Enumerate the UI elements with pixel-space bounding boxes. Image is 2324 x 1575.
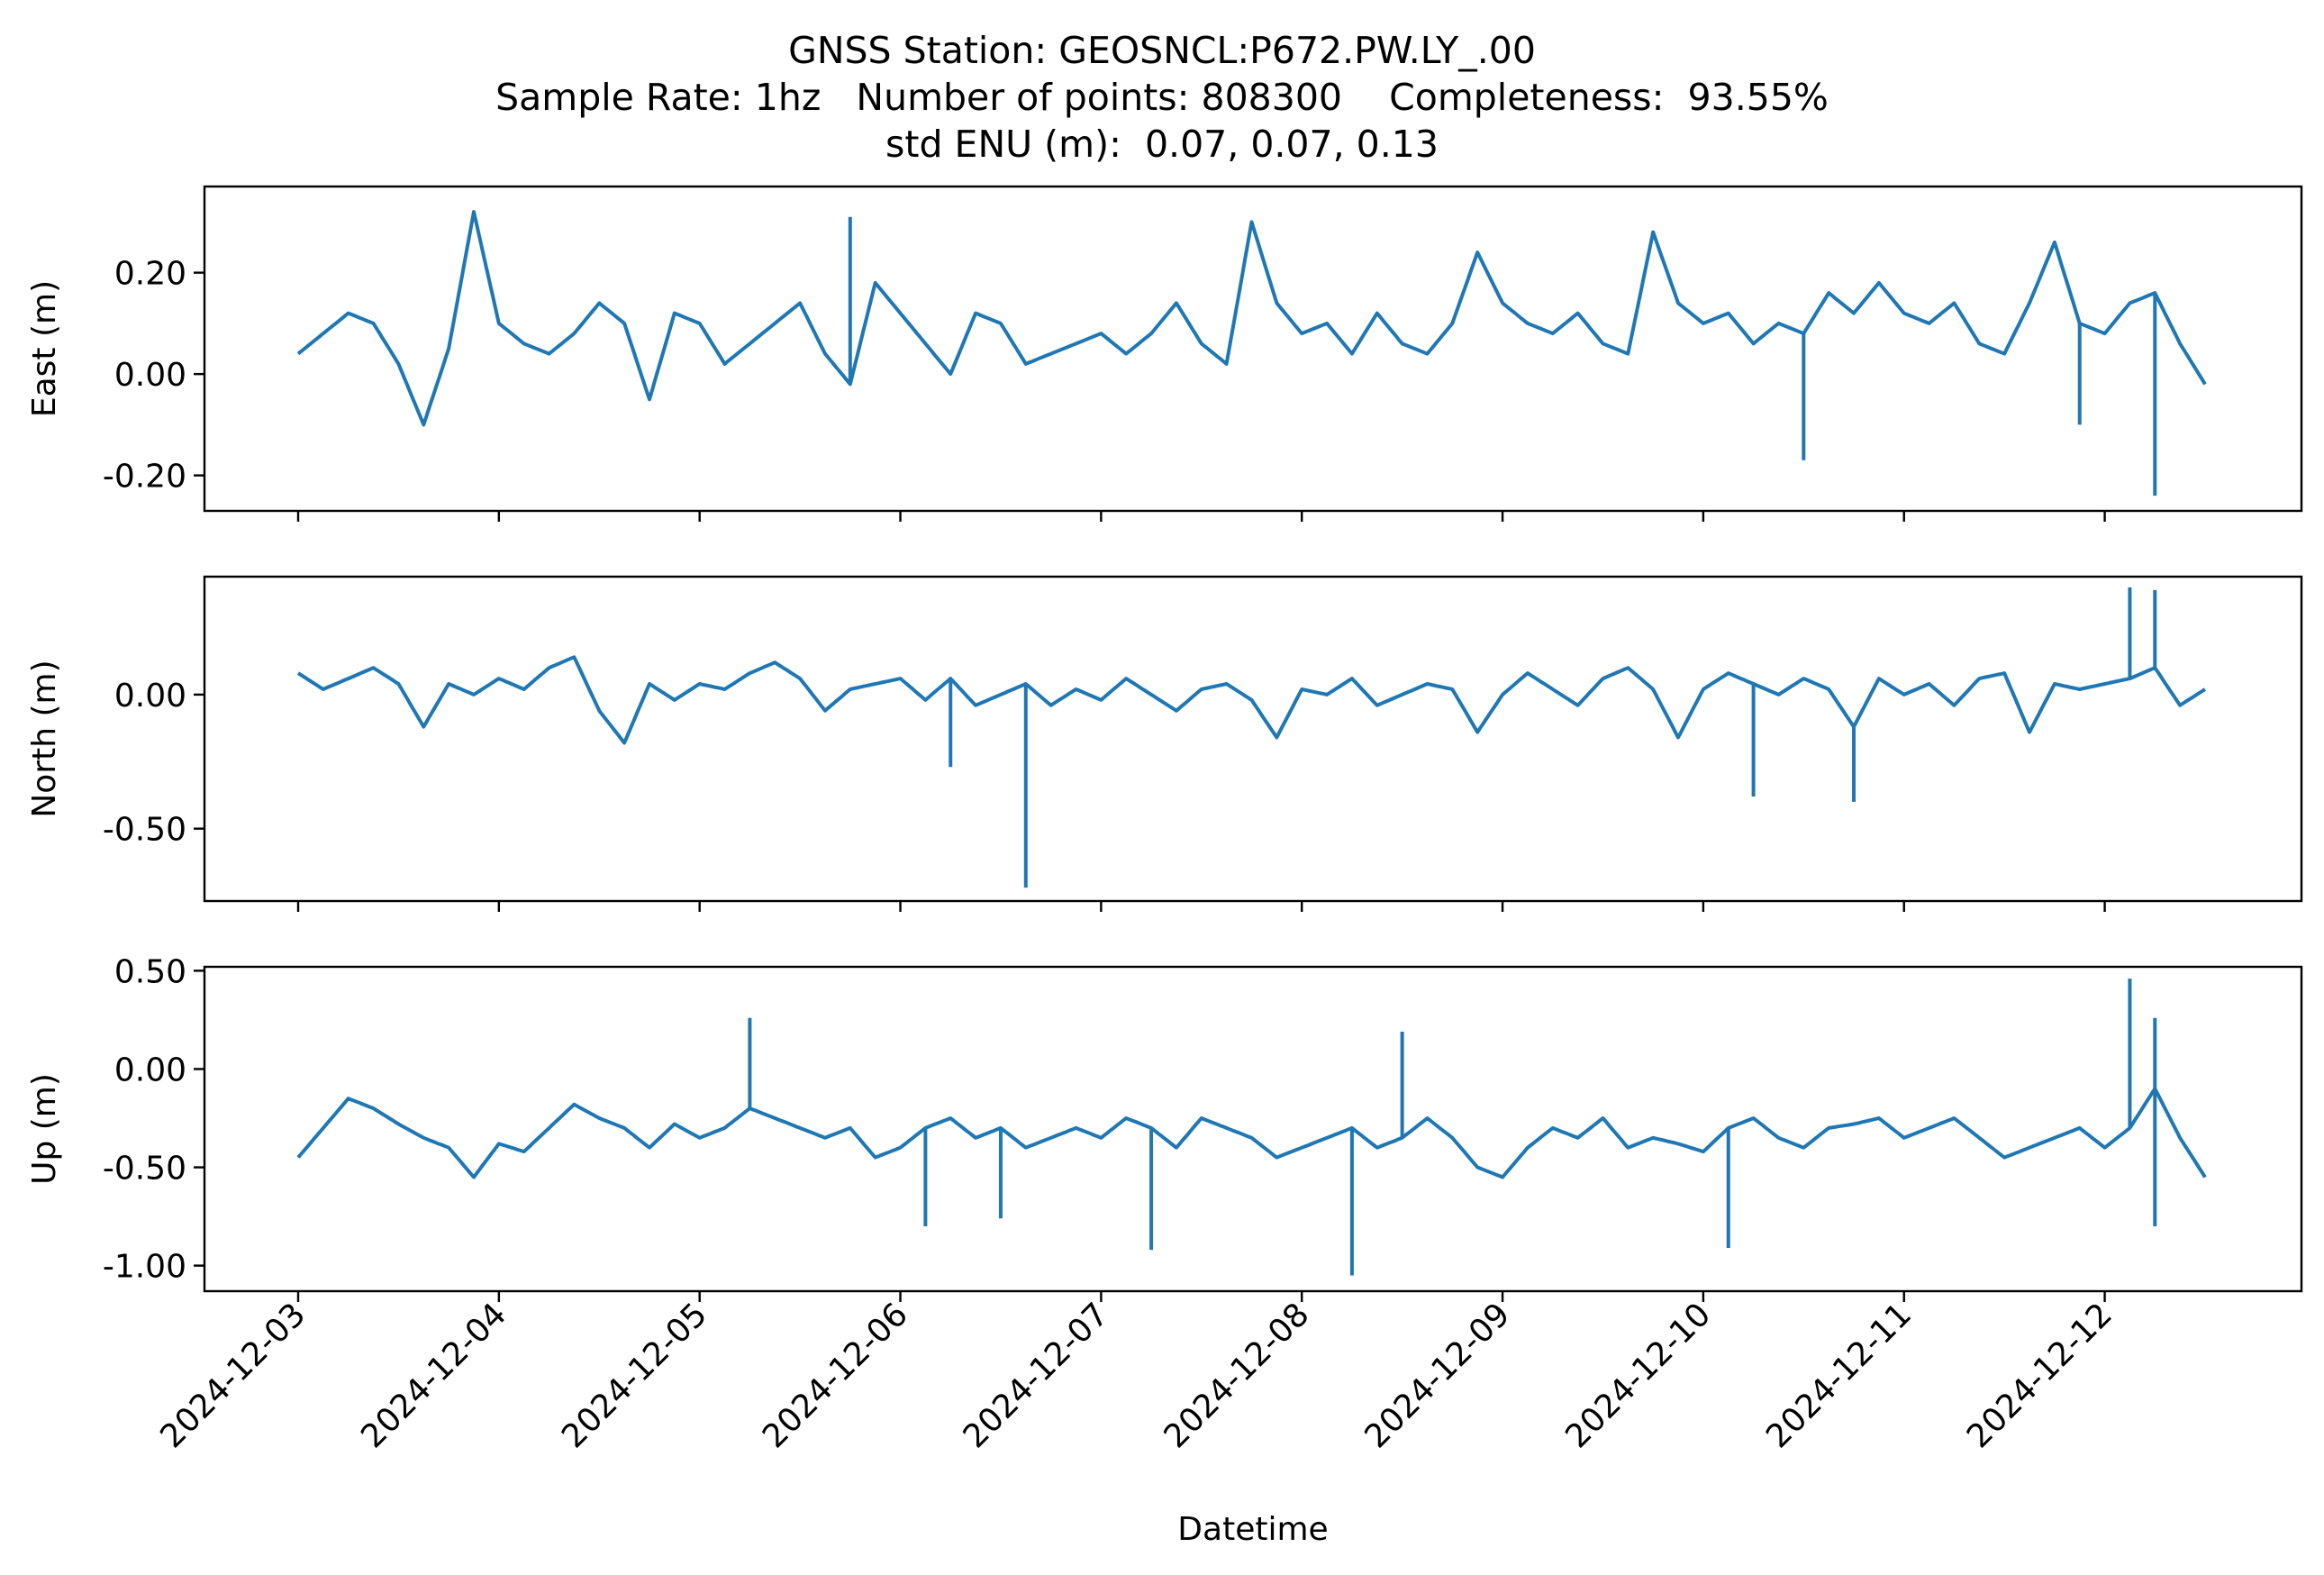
x-tick-label-1: 2024-12-04 bbox=[354, 1296, 513, 1455]
chart-title-line-2: Sample Rate: 1hz Number of points: 80830… bbox=[495, 76, 1829, 119]
x-tick-label-7: 2024-12-10 bbox=[1558, 1296, 1718, 1455]
x-axis-label: Datetime bbox=[1177, 1511, 1328, 1548]
x-tick-label-6: 2024-12-09 bbox=[1357, 1296, 1517, 1455]
series-line-2 bbox=[296, 1087, 2207, 1179]
y-tick-label-1-0: -0.50 bbox=[103, 812, 186, 849]
x-tick-label-9: 2024-12-12 bbox=[1960, 1296, 2120, 1455]
x-tick-label-2: 2024-12-05 bbox=[555, 1296, 714, 1455]
x-tick-label-0: 2024-12-03 bbox=[153, 1296, 313, 1455]
chart-title-line-3: std ENU (m): 0.07, 0.07, 0.13 bbox=[885, 123, 1439, 166]
y-tick-label-2-0: -1.00 bbox=[103, 1249, 186, 1286]
y-tick-label-0-1: 0.00 bbox=[114, 357, 186, 394]
y-tick-label-2-2: 0.00 bbox=[114, 1052, 186, 1088]
y-tick-label-0-2: 0.20 bbox=[114, 256, 186, 293]
x-tick-label-3: 2024-12-06 bbox=[756, 1296, 915, 1455]
y-tick-label-0-0: -0.20 bbox=[103, 459, 186, 496]
series-line-0 bbox=[296, 210, 2207, 427]
axes-frame-1 bbox=[203, 575, 2303, 903]
y-axis-label-0: East (m) bbox=[26, 280, 63, 417]
y-axis-label-1: North (m) bbox=[26, 660, 63, 817]
y-tick-label-2-1: -0.50 bbox=[103, 1151, 186, 1188]
axes-frame-2 bbox=[203, 965, 2303, 1293]
series-line-1 bbox=[296, 655, 2207, 745]
y-tick-label-2-3: 0.50 bbox=[114, 953, 186, 990]
y-tick-label-1-1: 0.00 bbox=[114, 678, 186, 715]
y-axis-label-2: Up (m) bbox=[26, 1073, 63, 1185]
x-tick-label-8: 2024-12-11 bbox=[1759, 1296, 1919, 1455]
chart-title-line-1: GNSS Station: GEOSNCL:P672.PW.LY_.00 bbox=[788, 29, 1536, 72]
x-tick-label-5: 2024-12-08 bbox=[1157, 1296, 1317, 1455]
axes-frame-0 bbox=[203, 185, 2303, 513]
x-tick-label-4: 2024-12-07 bbox=[957, 1296, 1116, 1455]
